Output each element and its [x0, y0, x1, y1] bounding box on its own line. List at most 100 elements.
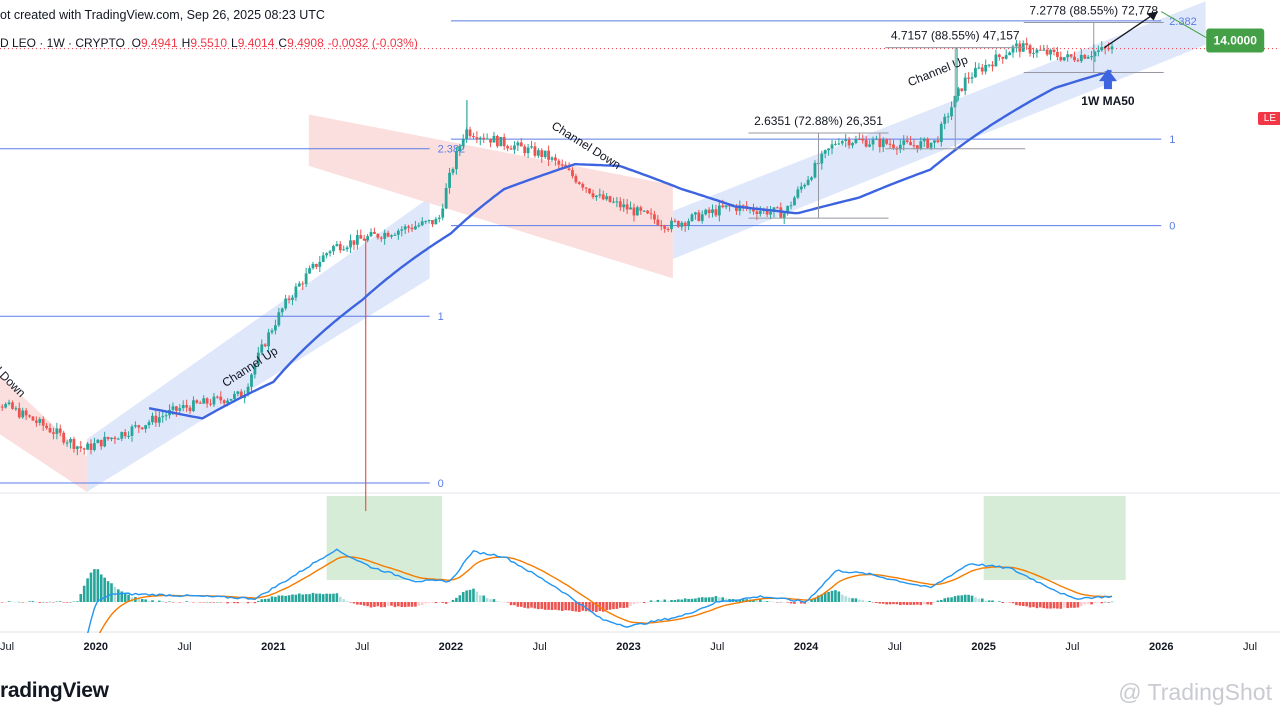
- macd-histogram-bar: [198, 602, 202, 603]
- candle-body: [393, 234, 397, 236]
- candle-body: [1042, 49, 1046, 51]
- candle-body: [970, 77, 974, 79]
- macd-histogram-bar: [403, 602, 407, 608]
- macd-histogram-bar: [1097, 602, 1100, 603]
- macd-histogram-bar: [263, 598, 267, 602]
- time-axis-label: Jul: [0, 641, 14, 653]
- candle-body: [711, 209, 714, 214]
- macd-histogram-bar: [246, 602, 250, 604]
- macd-histogram-bar: [390, 602, 393, 606]
- tradingview-logo[interactable]: radingView: [0, 679, 109, 702]
- macd-histogram-bar: [523, 602, 526, 608]
- macd-histogram-bar: [475, 591, 479, 602]
- macd-histogram-bar: [1083, 602, 1087, 605]
- macd-histogram-bar: [830, 590, 834, 602]
- candle-body: [1052, 49, 1056, 53]
- macd-histogram-bar: [410, 602, 414, 607]
- macd-histogram-bar: [82, 585, 86, 602]
- candle-body: [526, 147, 530, 154]
- macd-histogram-bar: [369, 602, 373, 608]
- macd-histogram-bar: [345, 601, 349, 602]
- macd-histogram-bar: [1066, 602, 1069, 609]
- candle-body: [950, 107, 953, 117]
- candle-body: [673, 220, 677, 222]
- macd-histogram-bar: [694, 598, 697, 602]
- macd-histogram-bar: [260, 599, 264, 602]
- macd-histogram-bar: [1032, 602, 1035, 608]
- candle-body: [909, 142, 912, 146]
- candle-body: [202, 398, 206, 404]
- open-value: 9.4941: [140, 36, 178, 50]
- macd-line: [0, 548, 1113, 641]
- macd-histogram-bar: [741, 599, 745, 602]
- macd-histogram-bar: [321, 594, 325, 602]
- candle-body: [478, 137, 482, 140]
- candle-body: [694, 212, 697, 215]
- macd-histogram-bar: [325, 593, 328, 602]
- macd-histogram-bar: [868, 600, 871, 602]
- macd-histogram-bar: [496, 601, 499, 602]
- candle-body: [823, 150, 827, 154]
- low-label: L: [231, 36, 238, 50]
- high-label: H: [181, 36, 191, 50]
- macd-histogram-bar: [420, 602, 424, 605]
- candle-body: [332, 246, 335, 252]
- macd-histogram-bar: [1080, 602, 1083, 607]
- candle-body: [304, 273, 308, 285]
- macd-histogram-bar: [899, 602, 902, 606]
- macd-histogram-bar: [308, 594, 311, 602]
- candle-body: [608, 196, 612, 203]
- candle-body: [697, 212, 701, 221]
- candle-body: [4, 404, 8, 408]
- ma50-pointer-arrow: [1098, 69, 1117, 90]
- macd-histogram-bar: [663, 599, 666, 602]
- macd-histogram-bar: [782, 601, 786, 603]
- candle-body: [400, 229, 404, 231]
- candle-body: [287, 298, 291, 300]
- macd-histogram-bar: [707, 597, 711, 602]
- candle-body: [137, 425, 141, 428]
- candle-body: [96, 439, 100, 444]
- macd-histogram-bar: [834, 590, 837, 602]
- candle-body: [253, 364, 257, 375]
- candle-body: [161, 416, 165, 418]
- candle-body: [461, 139, 465, 147]
- macd-histogram-bar: [11, 601, 14, 603]
- candle-body: [670, 220, 673, 230]
- macd-histogram-bar: [960, 595, 964, 602]
- candle-body: [915, 145, 919, 150]
- candle-body: [151, 415, 154, 423]
- macd-histogram-bar: [714, 596, 718, 602]
- candle-body: [997, 54, 1001, 58]
- macd-histogram-bar: [1069, 602, 1073, 608]
- symbol-label[interactable]: D LEO · 1W · CRYPTO: [0, 36, 125, 50]
- macd-histogram-bar: [659, 600, 663, 602]
- macd-histogram-bar: [895, 602, 899, 605]
- macd-histogram-bar: [31, 601, 35, 602]
- candle-body: [605, 196, 609, 200]
- candle-body: [557, 160, 561, 165]
- ohlc-legend: D LEO · 1W · CRYPTO O9.4941 H9.5510 L9.401…: [0, 36, 422, 50]
- candle-body: [236, 391, 240, 394]
- candle-body: [857, 139, 861, 141]
- macd-histogram-bar: [629, 602, 632, 606]
- macd-histogram-bar: [916, 602, 919, 605]
- macd-histogram-bar: [468, 589, 472, 602]
- macd-histogram-bar: [226, 602, 229, 604]
- candle-body: [547, 150, 550, 160]
- macd-histogram-bar: [492, 599, 496, 602]
- candle-body: [342, 249, 346, 251]
- candle-body: [991, 64, 994, 67]
- candle-body: [775, 207, 779, 209]
- candle-body: [376, 233, 380, 238]
- rally-label: 2.6351 (72.88%) 26,351: [754, 114, 883, 128]
- macd-histogram-bar: [543, 602, 547, 610]
- macd-histogram-bar: [683, 598, 687, 602]
- candle-body: [591, 193, 595, 198]
- macd-histogram-bar: [977, 598, 981, 602]
- macd-histogram-bar: [393, 602, 397, 608]
- candle-body: [639, 207, 643, 211]
- macd-histogram-bar: [79, 594, 83, 602]
- macd-histogram-bar: [216, 601, 219, 603]
